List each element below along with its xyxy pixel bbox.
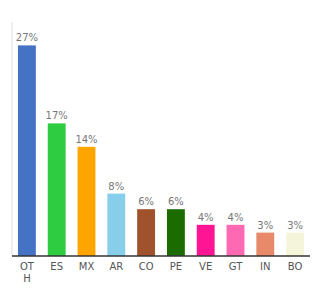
bar (167, 209, 185, 256)
data-label: 4% (198, 212, 214, 223)
x-tick-label: ES (50, 261, 63, 272)
data-label: 3% (287, 220, 303, 231)
bar (137, 209, 155, 256)
data-label: 14% (75, 134, 97, 145)
data-label: 6% (168, 196, 184, 207)
y-axis-line (12, 22, 13, 256)
bar (256, 233, 274, 256)
data-label: 8% (108, 181, 124, 192)
x-tick-label: MX (79, 261, 95, 272)
x-tick-label: OTH (20, 261, 35, 284)
chart-svg: 27% 17% 14% 8% 6% 6% 4% 4% 3% 3% OTH ES MX AR CO PE VE GT… (0, 0, 320, 300)
x-tick-label: VE (199, 261, 212, 272)
x-tick-label: IN (260, 261, 270, 272)
x-tick-label: CO (139, 261, 154, 272)
x-tick-label: AR (109, 261, 123, 272)
bar (18, 45, 36, 256)
chart-container: 27% 17% 14% 8% 6% 6% 4% 4% 3% 3% OTH ES MX AR CO PE VE GT… (0, 0, 320, 300)
data-label: 17% (46, 110, 68, 121)
x-tick-label: GT (229, 261, 243, 272)
data-label: 4% (228, 212, 244, 223)
bar (78, 147, 96, 256)
x-axis-line (12, 255, 310, 257)
data-label: 3% (257, 220, 273, 231)
data-label: 6% (138, 196, 154, 207)
data-label: 27% (16, 32, 38, 43)
bar (286, 233, 304, 256)
bar (48, 123, 66, 256)
bars (18, 45, 304, 256)
bar (107, 194, 125, 256)
bar (227, 225, 245, 256)
bar (197, 225, 215, 256)
x-tick-label: BO (288, 261, 303, 272)
x-tick-label: PE (170, 261, 182, 272)
